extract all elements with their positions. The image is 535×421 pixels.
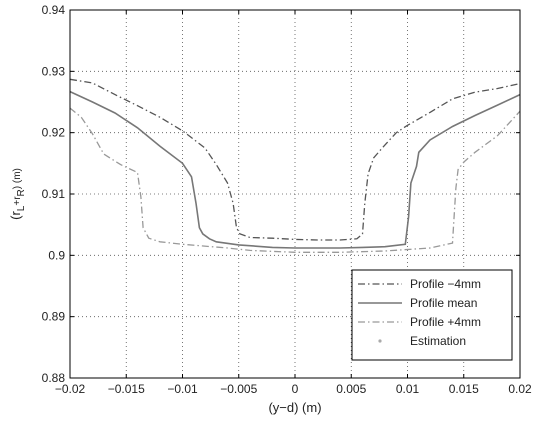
legend-marker: [378, 339, 382, 343]
x-axis-label: (y−d) (m): [268, 400, 321, 415]
x-tick-label: 0.005: [336, 382, 366, 396]
x-tick-label: 0.02: [508, 382, 532, 396]
axis-ticks: −0.02 −0.015 −0.01 −0.005 0 0.005 0.01 0.015 0.0…: [42, 3, 532, 396]
x-tick-label: −0.01: [167, 382, 198, 396]
x-tick-label: −0.005: [220, 382, 257, 396]
y-tick-label: 0.89: [42, 310, 66, 324]
x-tick-label: 0.015: [449, 382, 479, 396]
series-layer: [69, 78, 521, 253]
legend-label: Profile mean: [410, 296, 477, 310]
series-line-1: [69, 78, 521, 241]
legend-label: Estimation: [410, 334, 466, 348]
x-tick-label: −0.015: [108, 382, 145, 396]
grid: [70, 10, 520, 378]
legend: Profile −4mm Profile mean Profile +4mm Esti…: [351, 269, 513, 361]
y-tick-label: 0.92: [42, 126, 66, 140]
series-line-3: [69, 107, 521, 253]
x-tick-label: 0: [292, 382, 299, 396]
y-tick-label: 0.9: [48, 248, 65, 262]
legend-box: [351, 269, 513, 361]
y-axis-label: (rL+rR) (m): [8, 168, 27, 220]
y-tick-label: 0.91: [42, 187, 66, 201]
legend-label: Profile −4mm: [410, 277, 481, 291]
y-tick-label: 0.93: [42, 64, 66, 78]
legend-label: Profile +4mm: [410, 315, 481, 329]
y-tick-label: 0.94: [42, 3, 66, 17]
series-line-2: [69, 90, 521, 249]
x-tick-label: 0.01: [396, 382, 420, 396]
y-tick-label: 0.88: [42, 371, 66, 385]
x-tick-label: −0.02: [55, 382, 86, 396]
